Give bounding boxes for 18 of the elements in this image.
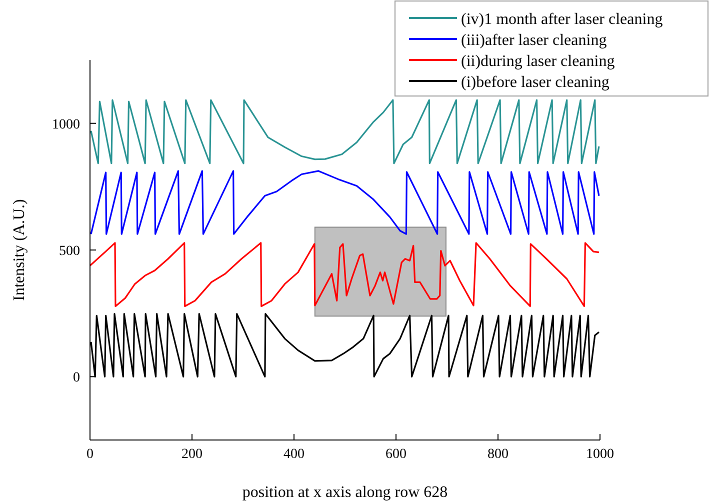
x-tick-label: 400	[284, 447, 304, 462]
legend-label: (i)before laser cleaning	[461, 74, 610, 91]
x-axis-title: position at x axis along row 628	[242, 484, 448, 501]
y-tick-label: 1000	[52, 117, 80, 132]
x-tick-label: 200	[182, 447, 202, 462]
line-series	[90, 99, 600, 164]
line-series	[89, 242, 600, 308]
y-axis-title: Intensity (A.U.)	[11, 199, 28, 301]
legend-label: (iii)after laser cleaning	[461, 32, 607, 49]
legend-label: (iv)1 month after laser cleaning	[461, 11, 663, 28]
x-tick-label: 600	[386, 447, 406, 462]
x-tick-label: 800	[488, 447, 508, 462]
x-tick-label: 0	[86, 447, 94, 462]
x-tick-label: 1000	[586, 447, 614, 462]
legend-label: (ii)during laser cleaning	[461, 53, 615, 70]
y-tick-label: 0	[73, 370, 80, 386]
y-tick-label: 500	[59, 244, 80, 259]
line-series	[90, 170, 600, 235]
